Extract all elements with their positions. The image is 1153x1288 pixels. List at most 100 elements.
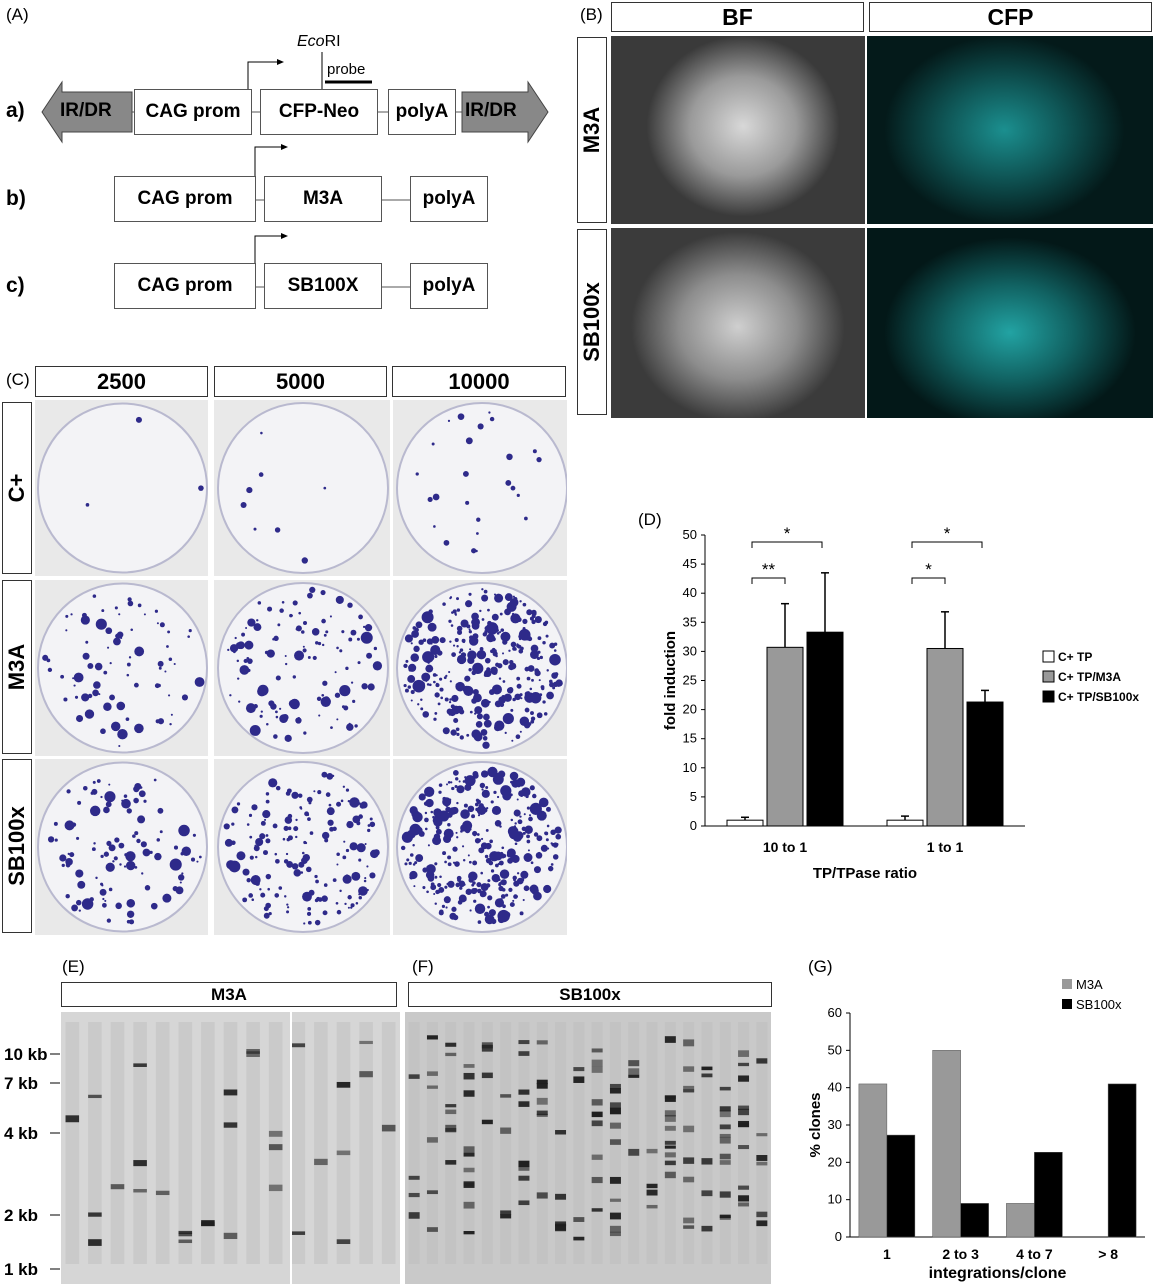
colony [468,668,472,672]
colony [410,642,413,645]
blot-band [381,1124,396,1132]
colony [198,485,204,491]
colony [531,614,536,619]
colony [266,649,275,658]
colony [258,472,264,477]
colony [228,860,241,873]
colony [512,595,515,598]
panel-a-label: (A) [6,5,29,24]
blot-band [591,1048,603,1053]
colony [66,789,71,794]
colony [519,730,522,733]
colony [99,888,107,896]
colony [259,714,263,718]
colony [300,807,303,810]
colony [143,613,146,616]
colony [515,734,521,740]
colony [523,885,530,892]
colony [510,835,514,839]
colony [245,626,248,629]
colony [447,880,455,888]
colony [512,899,515,902]
colony [404,634,413,643]
colony [503,693,512,702]
colony [449,698,452,701]
colony [274,893,280,898]
colony [286,788,292,794]
colony [434,902,437,905]
colony [537,636,542,641]
colony [196,860,199,863]
blot-band [756,1161,768,1166]
colony [265,838,271,844]
colony [266,723,269,726]
blot-lane [381,1022,396,1264]
colony [469,635,474,640]
colony [328,803,332,807]
y-tick-label: 0 [690,818,697,833]
colony [95,618,107,630]
colony [518,628,531,641]
blot-band [591,1208,603,1212]
colony [449,680,452,683]
colony [555,833,562,840]
blot-band [609,1083,621,1089]
colony [422,711,430,718]
colony [448,670,451,674]
colony [265,834,269,837]
colony [289,698,300,710]
col-header-5000: 5000 [214,366,387,397]
colony [548,679,553,684]
colony [268,700,275,707]
colony [108,887,113,892]
colony [130,628,133,632]
colony [426,890,429,894]
colony [141,872,144,875]
y-tick-label: 5 [690,789,697,804]
colony [530,711,534,716]
blot-band [518,1160,530,1168]
colony [240,501,247,509]
colony [445,906,448,909]
colony [135,416,142,423]
colony [408,861,412,865]
blot-band [573,1076,585,1083]
colony [420,698,423,701]
colony [60,674,65,679]
colony [345,874,349,878]
colony [332,774,335,778]
colony [77,880,86,889]
row-a-tag: a) [6,99,25,122]
colony [530,861,534,865]
colony [479,782,486,789]
colony [335,595,344,604]
colony [542,621,548,627]
colony [275,858,280,864]
blot-band [426,1085,438,1089]
colony [98,693,101,696]
colony [424,811,428,815]
colony [502,871,507,876]
blot-band [65,1115,80,1123]
colony [463,803,468,808]
panel-c-label: (C) [6,370,30,389]
colony [426,683,430,686]
colony [342,874,352,884]
colony [159,830,163,834]
colony [315,920,320,926]
colony [65,862,71,868]
colony [314,874,318,879]
x-axis-label: TP/TPase ratio [813,865,917,882]
colony [477,732,482,737]
m3a-blot-header: M3A [61,982,397,1007]
colony [134,865,138,869]
colony [498,882,502,886]
colony [486,667,491,672]
colony [175,886,184,895]
colony [103,806,110,814]
x-tick-label: 10 to 1 [763,839,808,855]
colony [236,659,240,663]
colony [477,888,482,894]
colony [318,714,321,717]
blot-band [701,1190,713,1197]
